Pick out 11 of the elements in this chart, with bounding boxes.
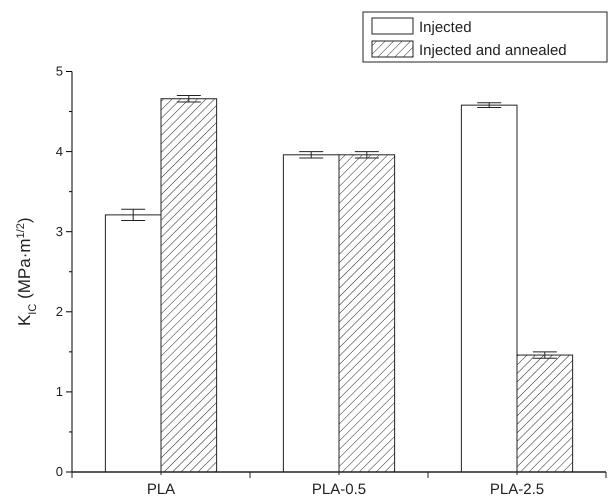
- y-tick-label: 3: [56, 224, 63, 239]
- y-tick-label: 0: [56, 464, 63, 480]
- x-tick-label: PLA-2.5: [490, 481, 544, 498]
- legend-label: Injected and annealed: [419, 42, 567, 59]
- y-tick-label: 1: [56, 384, 63, 400]
- y-tick-label: 5: [56, 64, 63, 79]
- y-tick-label: 2: [56, 304, 63, 319]
- x-tick-label: PLA: [146, 481, 176, 498]
- x-tick-label: PLA-0.5: [312, 481, 366, 498]
- y-tick-label: 4: [56, 144, 63, 159]
- legend-label: Injected: [419, 19, 472, 36]
